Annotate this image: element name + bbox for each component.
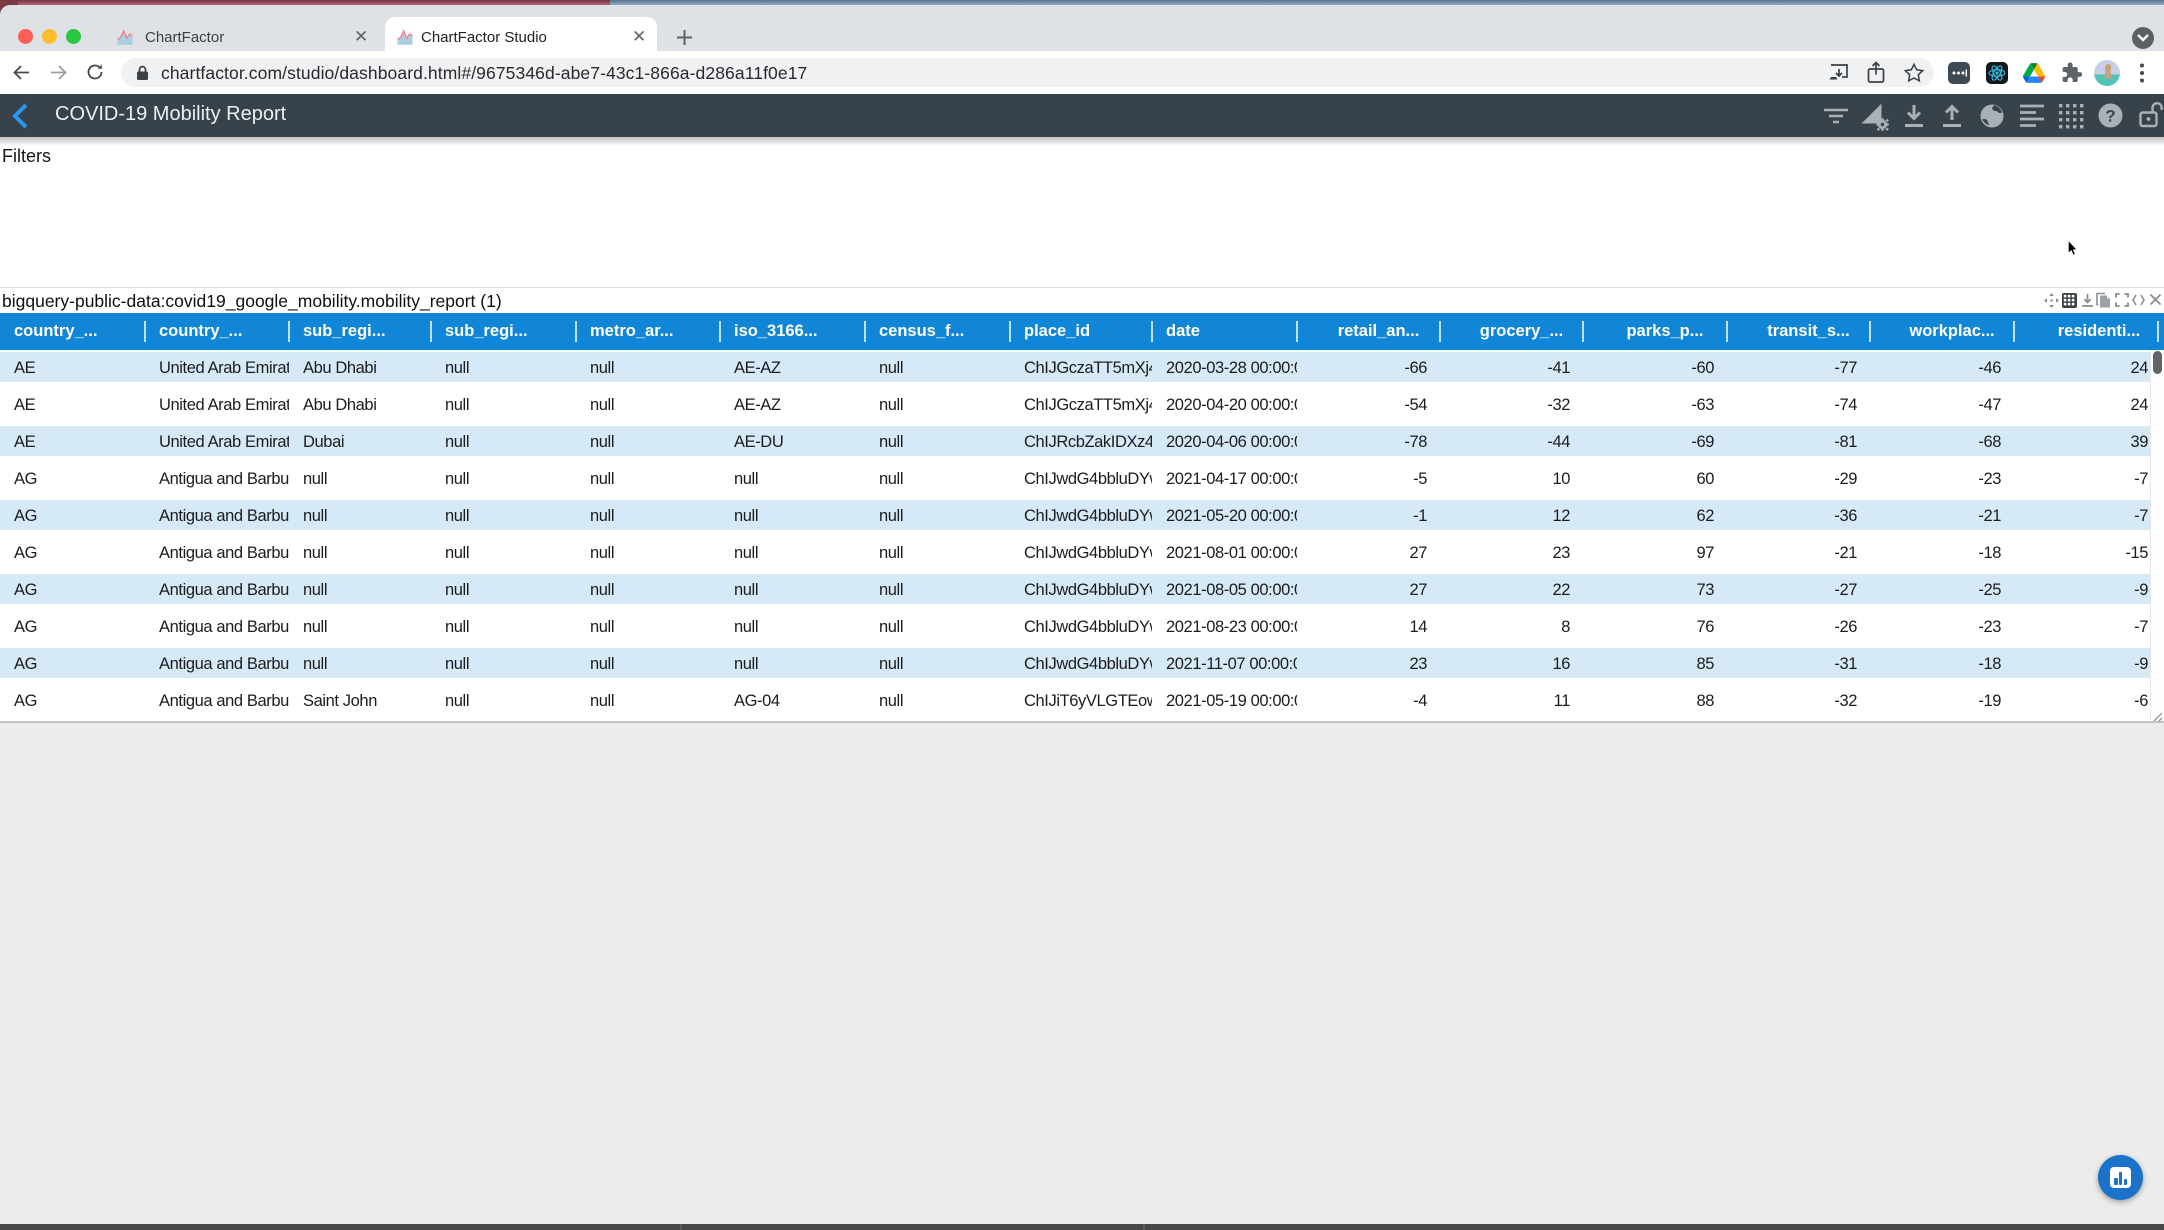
svg-text:?: ? xyxy=(2105,107,2115,126)
